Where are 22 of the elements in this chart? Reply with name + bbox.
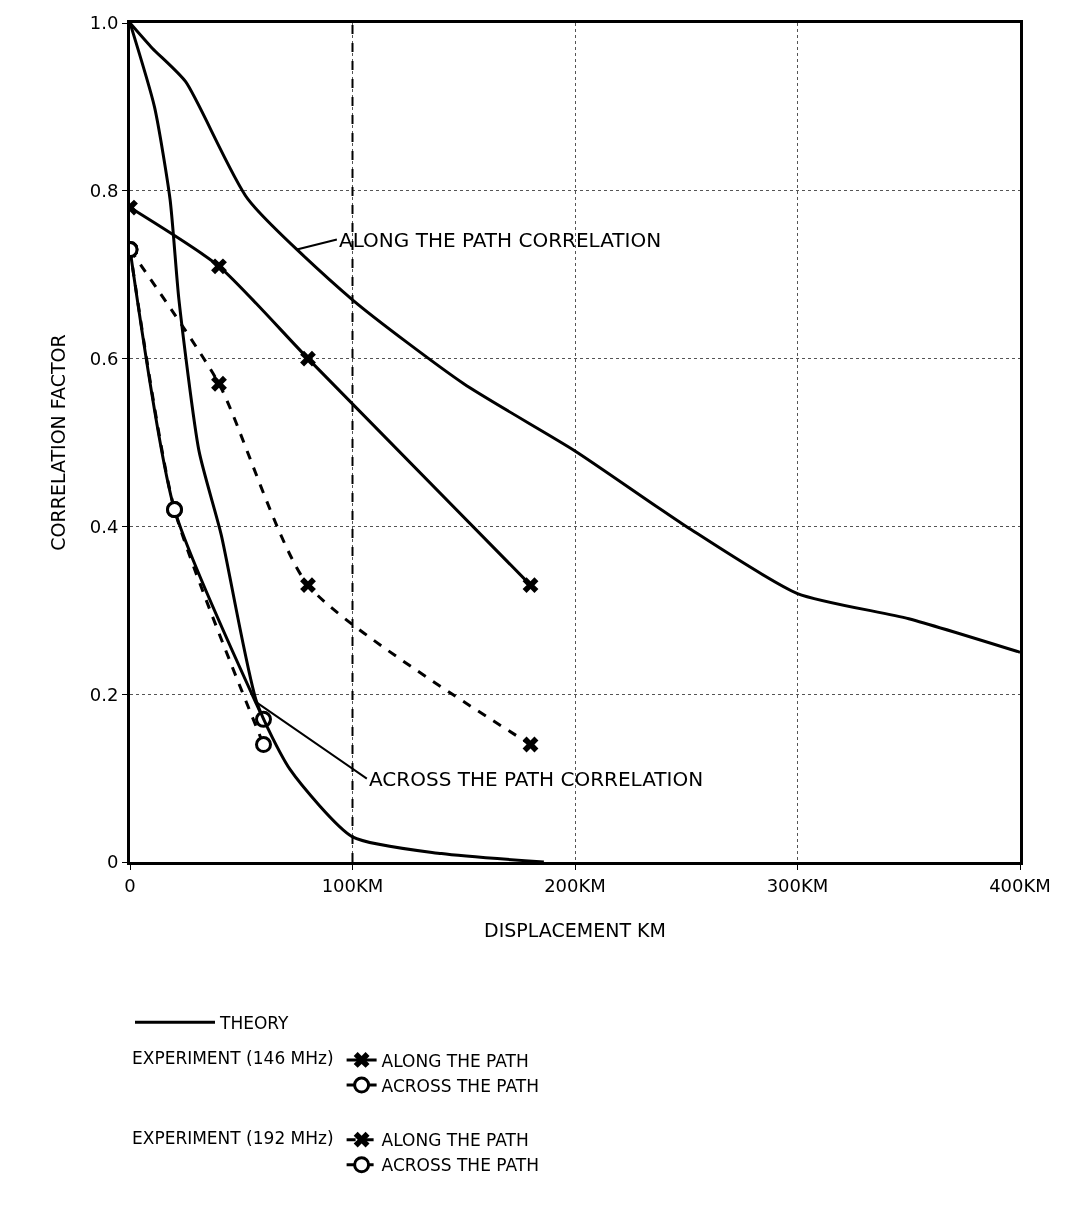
x-axis-title: DISPLACEMENT KM	[484, 919, 666, 942]
text: EXPERIMENT (192 MHz)	[132, 1128, 334, 1149]
y-tick-label: 0.2	[89, 683, 119, 705]
y-tick-label: 0.4	[89, 515, 119, 537]
x-tick-label: 0	[124, 874, 136, 896]
y-tick-label: 0.6	[89, 347, 119, 369]
x-tick-label: 100KM	[321, 874, 384, 896]
y-tick-label: 0.8	[89, 180, 119, 202]
annotation: ALONG THE PATH CORRELATION	[339, 228, 662, 252]
legend-label: ACROSS THE PATH	[381, 1155, 539, 1176]
text: EXPERIMENT (146 MHz)	[132, 1048, 334, 1069]
x-tick-label: 200KM	[544, 874, 606, 896]
legend-label: ALONG THE PATH	[381, 1130, 529, 1151]
y-tick-label: 1.0	[89, 12, 119, 34]
y-axis-title: CORRELATION FACTOR	[46, 334, 69, 551]
legend-label: ACROSS THE PATH	[381, 1075, 539, 1096]
x-tick-label: 400KM	[989, 874, 1051, 896]
annotation: ACROSS THE PATH CORRELATION	[369, 767, 704, 791]
y-tick-label: 0	[106, 851, 119, 873]
legend-label: ALONG THE PATH	[381, 1050, 529, 1071]
legend-label: THEORY	[219, 1012, 290, 1033]
x-tick-label: 300KM	[766, 874, 829, 896]
